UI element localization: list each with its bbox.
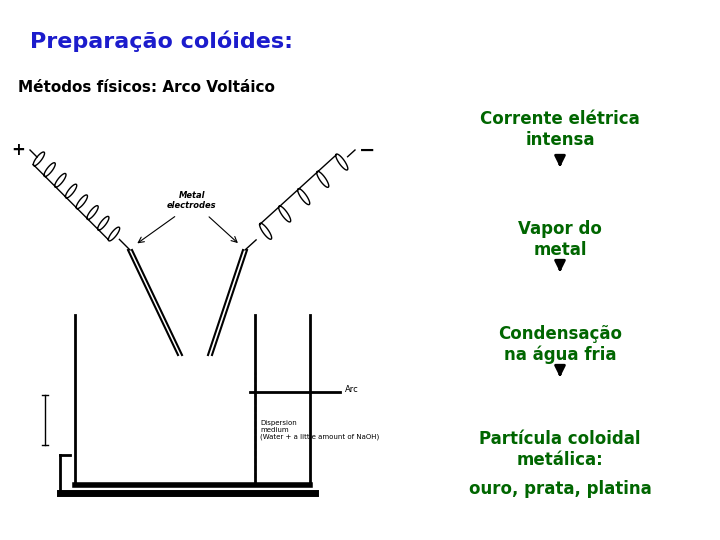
Text: ouro, prata, platina: ouro, prata, platina xyxy=(469,480,652,498)
Text: +: + xyxy=(11,141,25,159)
Text: Metal
electrodes: Metal electrodes xyxy=(167,191,217,210)
Text: Dispersion
medium
(Water + a little amount of NaOH): Dispersion medium (Water + a little amou… xyxy=(260,420,379,441)
Text: Preparação colóides:: Preparação colóides: xyxy=(30,30,293,51)
Text: Métodos físicos: Arco Voltáico: Métodos físicos: Arco Voltáico xyxy=(18,80,275,95)
Text: Arc: Arc xyxy=(345,386,359,395)
Text: Partícula coloidal
metálica:: Partícula coloidal metálica: xyxy=(480,430,641,469)
Text: Vapor do
metal: Vapor do metal xyxy=(518,220,602,259)
Text: −: − xyxy=(359,140,375,159)
Text: Condensação
na água fria: Condensação na água fria xyxy=(498,325,622,364)
Text: Corrente elétrica
intensa: Corrente elétrica intensa xyxy=(480,110,640,149)
